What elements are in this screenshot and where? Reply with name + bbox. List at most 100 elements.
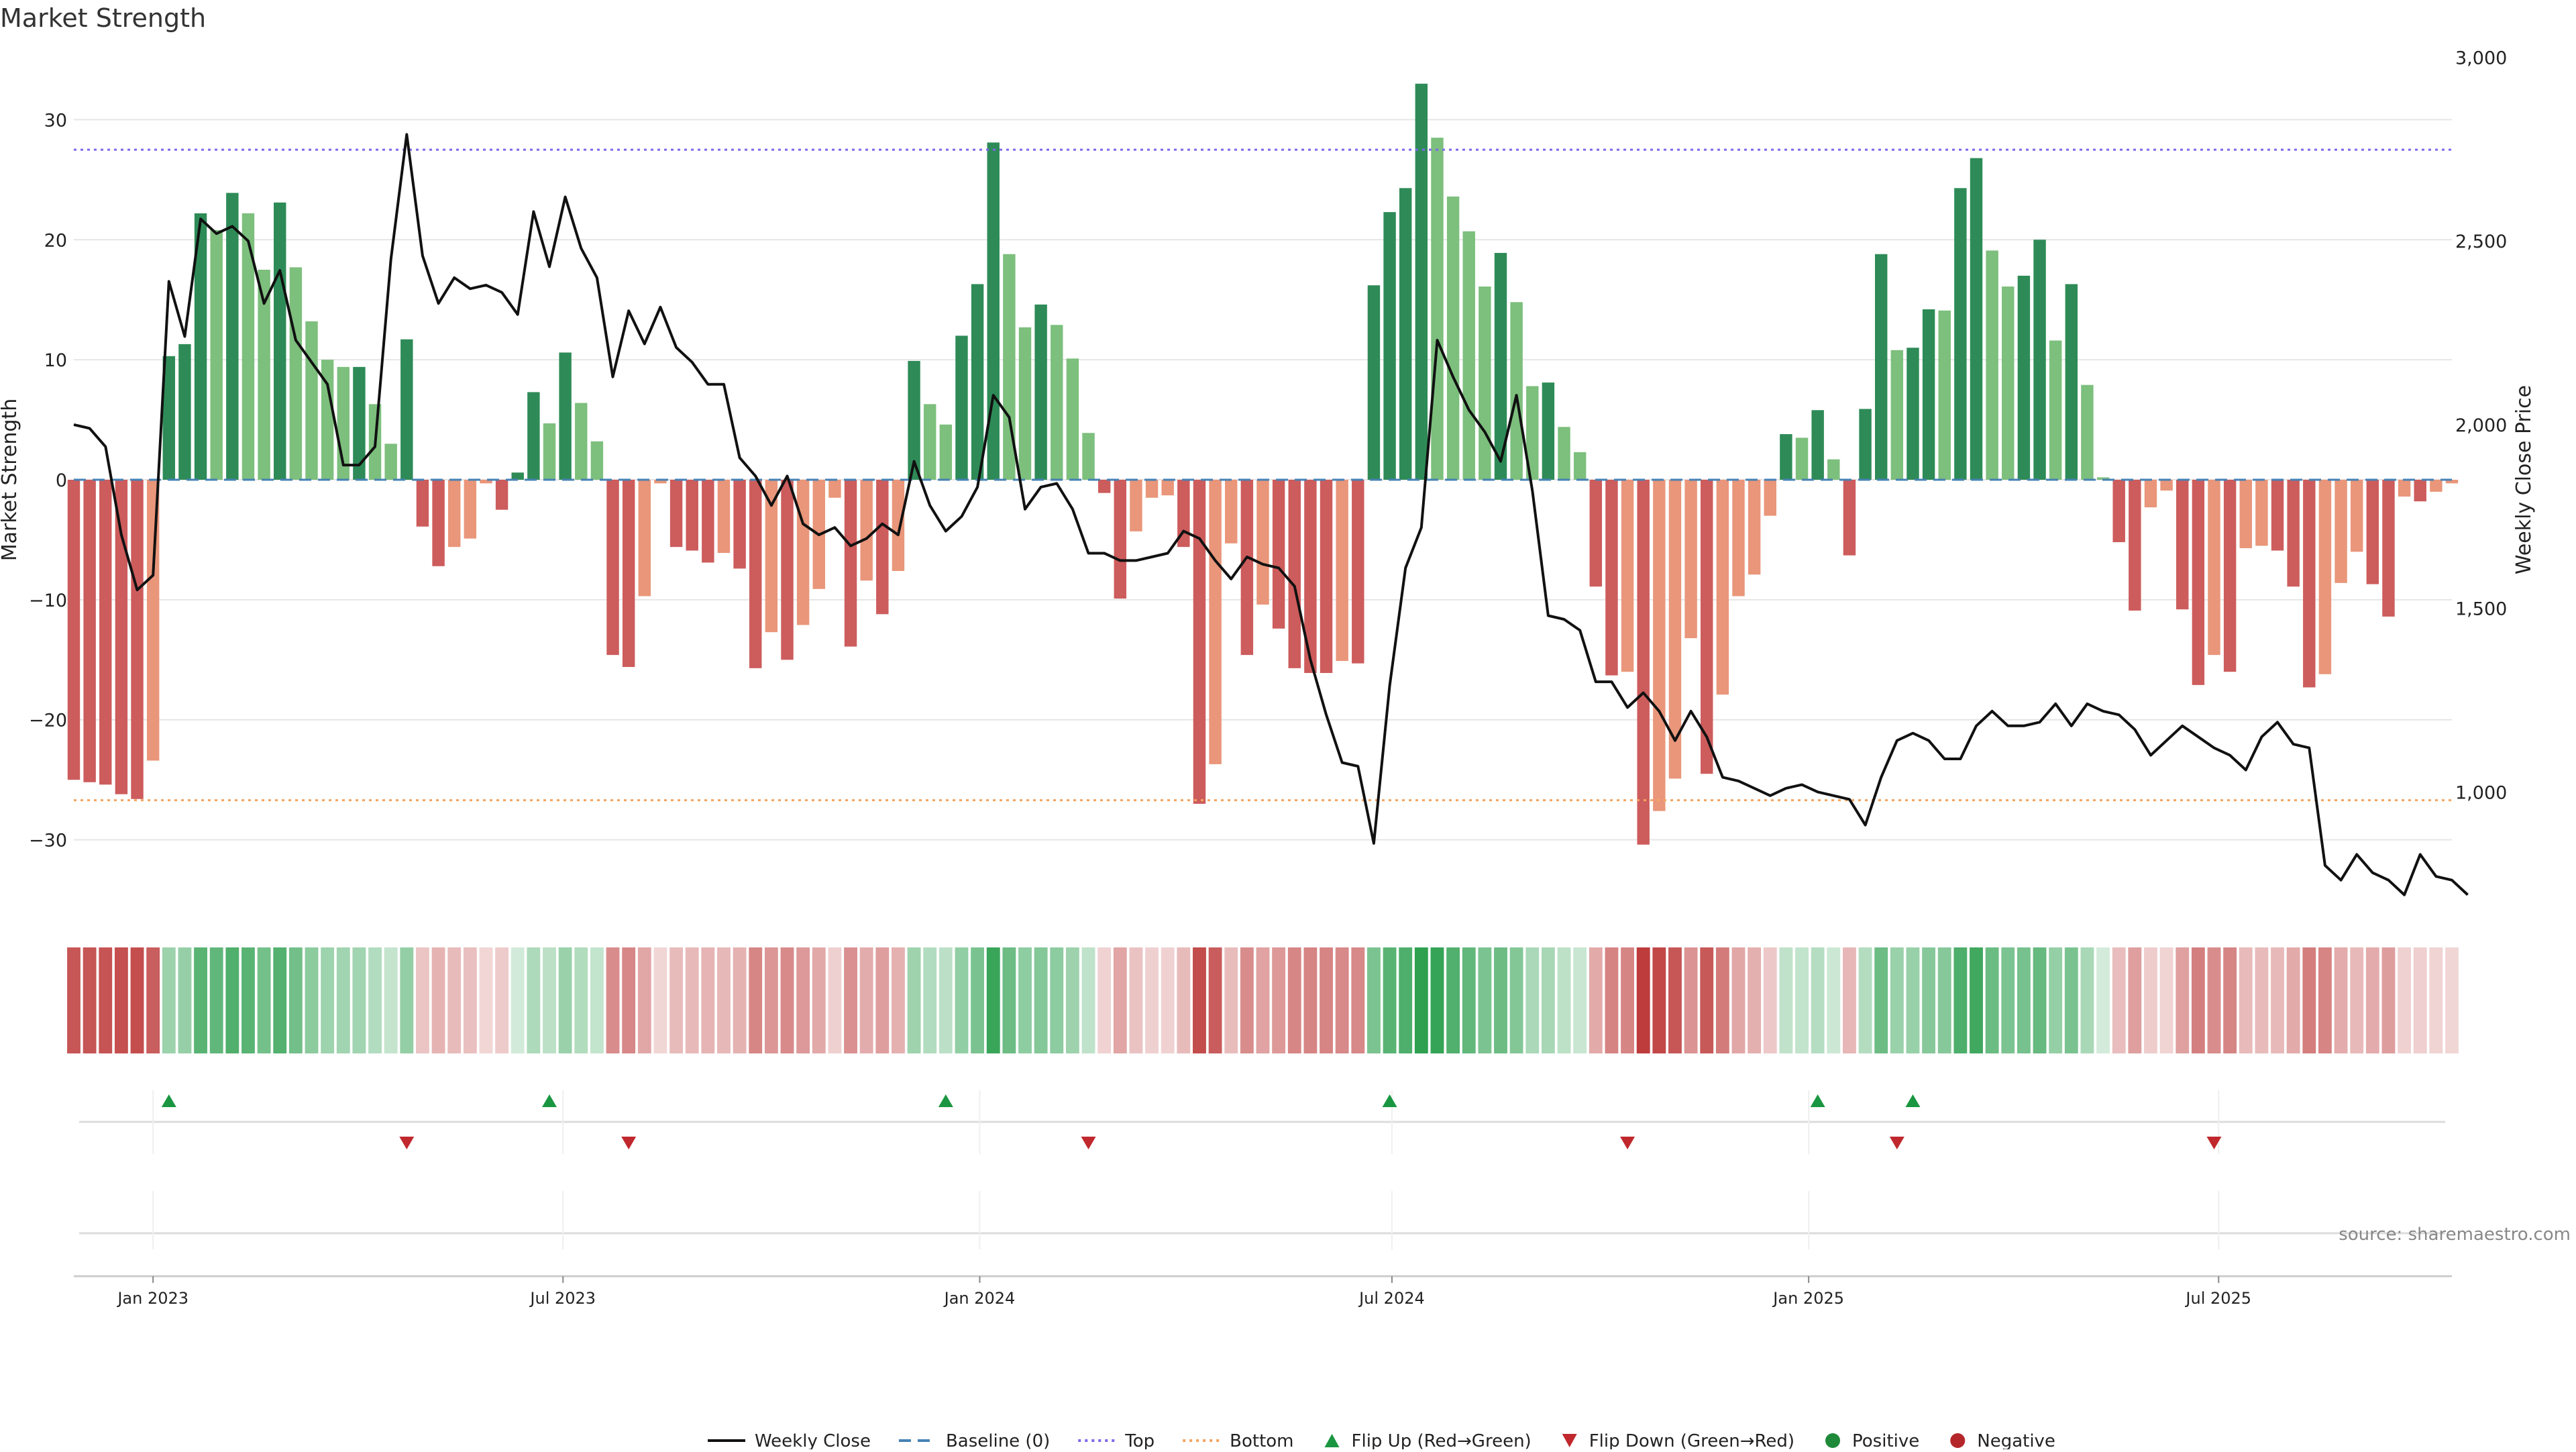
legend-label: Flip Down (Green→Red) <box>1589 1431 1794 1449</box>
strength-bar <box>2303 480 2316 688</box>
strip-cell <box>2159 947 2174 1053</box>
strength-bar <box>2176 480 2189 610</box>
legend-positive-icon <box>1825 1433 1841 1448</box>
strength-bar <box>1034 304 1047 480</box>
reference-lines <box>74 148 2452 802</box>
strength-bar <box>1986 250 1998 480</box>
strip-cell <box>1430 947 1444 1053</box>
strip-cell <box>2271 947 2284 1053</box>
strip-cell <box>2398 947 2412 1053</box>
strength-bar <box>844 480 857 647</box>
strength-bar <box>2081 384 2094 480</box>
strength-bar <box>162 356 176 480</box>
legend: Weekly Close Baseline (0) Top Bottom Flip Up… <box>708 1431 2055 1451</box>
strip-cell <box>1509 947 1523 1053</box>
chart-title: Market Strength <box>0 3 206 33</box>
legend-item: Top <box>1078 1431 1155 1451</box>
strip-cell <box>1795 947 1809 1053</box>
strip-cell <box>527 947 541 1053</box>
strength-bar <box>939 424 953 480</box>
strength-bar <box>765 480 778 633</box>
legend-label: Weekly Close <box>755 1431 871 1449</box>
legend-negative-icon <box>1950 1433 1966 1448</box>
strength-bar <box>717 480 731 554</box>
strength-bar <box>1288 480 1301 668</box>
legend-label: Positive <box>1852 1431 1919 1449</box>
y-axis-left: −30 −20 −10 0 10 20 30 <box>29 110 67 851</box>
strength-bar <box>2017 275 2031 480</box>
strength-bar <box>2192 480 2205 685</box>
strength-bar <box>1462 231 1475 480</box>
strip-cell <box>1050 947 1064 1053</box>
strength-bar <box>1383 212 1396 480</box>
legend-item: Weekly Close <box>708 1431 871 1451</box>
strip-cell <box>67 947 80 1053</box>
strip-cell <box>1652 947 1666 1053</box>
strip-cell <box>1256 947 1270 1053</box>
strip-cell <box>859 947 873 1053</box>
strength-bar <box>495 480 508 510</box>
strength-bar <box>1542 382 1555 480</box>
strength-bar <box>2160 480 2173 491</box>
strip-cell <box>907 947 921 1053</box>
strength-bar <box>1415 83 1428 480</box>
strip-cell <box>2413 947 2427 1053</box>
strength-bar <box>781 480 794 660</box>
strength-bar <box>131 480 144 799</box>
strip-cell <box>717 947 731 1053</box>
strip-cell <box>1763 947 1777 1053</box>
strip-cell <box>2128 947 2142 1053</box>
strip-cell <box>892 947 905 1053</box>
strength-bar <box>353 366 366 480</box>
strength-bar <box>2255 480 2268 546</box>
strip-cell <box>574 947 588 1053</box>
strip-cell <box>1922 947 1936 1053</box>
strip-cell <box>1779 947 1793 1053</box>
y-tick-label: −30 <box>29 831 67 851</box>
strip-cell <box>1668 947 1682 1053</box>
strength-bar <box>99 480 112 785</box>
strength-bar <box>1209 480 1222 764</box>
strip-cell <box>495 947 509 1053</box>
y-tick-label: −10 <box>29 590 67 611</box>
strength-bar <box>1177 480 1190 548</box>
strength-bar <box>2112 480 2125 543</box>
strip-cell <box>1985 947 1999 1053</box>
strip-cell <box>1351 947 1365 1053</box>
strip-cell <box>431 947 445 1053</box>
strip-cell <box>336 947 350 1053</box>
strip-cell <box>146 947 160 1053</box>
strip-cell <box>225 947 239 1053</box>
strip-cell <box>288 947 303 1053</box>
strength-bar <box>1003 254 1016 480</box>
strip-cell <box>2239 947 2253 1053</box>
strip-cell <box>812 947 826 1053</box>
strip-cell <box>986 947 1000 1053</box>
x-tick-label: Jan 2023 <box>116 1289 189 1308</box>
strength-bar <box>274 202 286 480</box>
flip-up-marker <box>1905 1094 1921 1107</box>
strength-bar <box>860 480 873 581</box>
strength-bar <box>1970 158 1983 480</box>
y-axis-right: 1,000 1,500 2,000 2,500 3,000 <box>2455 48 2507 803</box>
strength-bar <box>828 480 841 498</box>
flip-up-marker <box>161 1094 176 1107</box>
strength-bar <box>971 284 984 480</box>
strength-bar <box>654 480 667 484</box>
strength-bar <box>321 360 334 480</box>
strip-cell <box>241 947 255 1053</box>
strip-cell <box>749 947 763 1053</box>
strength-bar <box>1510 302 1523 480</box>
strength-bar <box>1653 480 1666 811</box>
weekly-close-line <box>73 133 2469 896</box>
strength-bar <box>1082 433 1095 480</box>
strength-bar <box>115 480 128 794</box>
strip-cell <box>99 947 113 1053</box>
strength-heat-strip <box>67 947 2459 1053</box>
strip-cell <box>463 947 477 1053</box>
strip-cell <box>1684 947 1698 1053</box>
strip-cell <box>194 947 207 1053</box>
strip-cell <box>1715 947 1729 1053</box>
strength-bar <box>447 480 461 548</box>
strength-bar <box>1938 310 1951 480</box>
